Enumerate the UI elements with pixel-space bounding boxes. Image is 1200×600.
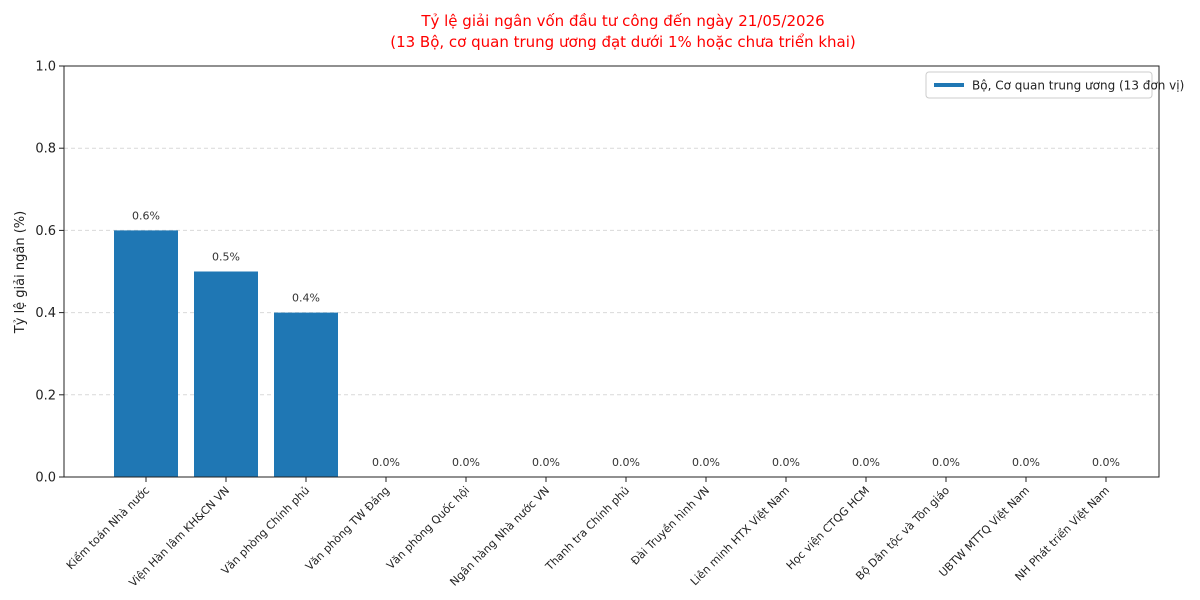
- y-axis-title: Tỷ lệ giải ngân (%): [13, 211, 28, 334]
- data-label: 0.0%: [452, 456, 480, 469]
- x-tick-label: Bộ Dân tộc và Tôn giáo: [853, 484, 952, 583]
- plot-frame: [63, 65, 1160, 478]
- data-label: 0.6%: [132, 209, 160, 222]
- x-tick-label: Văn phòng TW Đảng: [303, 484, 392, 573]
- x-tick-label: Văn phòng Chính phủ: [219, 484, 312, 577]
- data-label: 0.0%: [1012, 456, 1040, 469]
- y-tick-label: 1.0: [35, 60, 56, 75]
- x-tick-label: Thanh tra Chính phủ: [542, 484, 632, 574]
- data-labels: 0.6% 0.5% 0.4% 0.0% 0.0% 0.0% 0.0% 0.0% 0.0% 0.0%…: [132, 209, 1120, 469]
- data-label: 0.5%: [212, 251, 240, 264]
- chart-title: Tỷ lệ giải ngân vốn đầu tư công đến ngày…: [420, 12, 824, 30]
- x-tick-label: NH Phát triển Việt Nam: [1012, 484, 1112, 584]
- x-tick-label: Văn phòng Quốc hội: [384, 484, 472, 572]
- x-tick-label: Học viện CTQG HCM: [784, 484, 872, 572]
- data-label: 0.0%: [692, 456, 720, 469]
- bar: [114, 230, 178, 477]
- x-tick-label: Kiểm toán Nhà nước: [64, 484, 152, 572]
- legend-swatch: [934, 83, 964, 87]
- y-tick-label: 0.2: [35, 388, 56, 403]
- legend-label: Bộ, Cơ quan trung ương (13 đơn vị): [972, 79, 1184, 93]
- y-tick-label: 0.6: [35, 224, 56, 239]
- data-label: 0.0%: [852, 456, 880, 469]
- legend: Bộ, Cơ quan trung ương (13 đơn vị): [925, 71, 1184, 99]
- data-label: 0.4%: [292, 292, 320, 305]
- data-label: 0.0%: [372, 456, 400, 469]
- data-label: 0.0%: [612, 456, 640, 469]
- y-tick-label: 0.4: [35, 306, 56, 321]
- y-tick-label: 0.0: [35, 471, 56, 486]
- bar: [194, 271, 258, 477]
- data-label: 0.0%: [932, 456, 960, 469]
- bars: [114, 230, 338, 477]
- y-axis: 0.0 0.2 0.4 0.6 0.8 1.0: [35, 60, 64, 486]
- x-tick-label: Đài Truyền hình VN: [628, 484, 712, 568]
- data-label: 0.0%: [1092, 456, 1120, 469]
- data-label: 0.0%: [532, 456, 560, 469]
- legend-box: [925, 71, 1153, 99]
- chart-subtitle: (13 Bộ, cơ quan trung ương đạt dưới 1% h…: [390, 33, 856, 51]
- x-tick-label: UBTW MTTQ Việt Nam: [937, 484, 1033, 580]
- y-tick-label: 0.8: [35, 142, 56, 157]
- bar: [274, 312, 338, 477]
- data-label: 0.0%: [772, 456, 800, 469]
